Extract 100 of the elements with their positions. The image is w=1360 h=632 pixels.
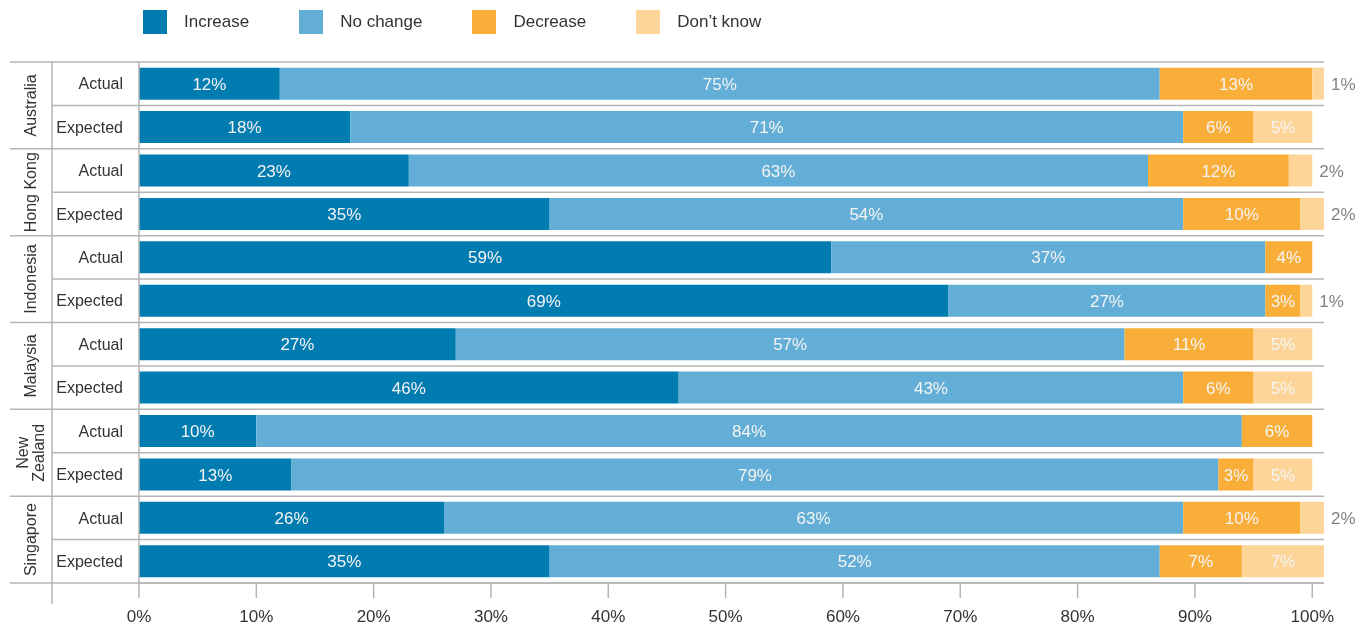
bar bbox=[1300, 284, 1313, 317]
y-tick-label: Expected bbox=[56, 552, 123, 570]
bar bbox=[1183, 197, 1301, 230]
bar bbox=[139, 241, 832, 274]
legend-label: No change bbox=[340, 12, 423, 32]
bar bbox=[1148, 154, 1289, 187]
x-tick-label: 70% bbox=[943, 607, 978, 627]
bar bbox=[1124, 328, 1254, 361]
x-tick-label: 40% bbox=[591, 607, 626, 627]
data-label: 5% bbox=[1270, 118, 1296, 138]
data-label: 75% bbox=[702, 74, 737, 94]
legend-label: Don’t know bbox=[677, 12, 762, 32]
y-tick-label: Actual bbox=[78, 509, 123, 527]
bar bbox=[350, 111, 1184, 144]
y-tick-label: Actual bbox=[78, 162, 123, 180]
data-label: 79% bbox=[737, 465, 772, 485]
data-label: 3% bbox=[1223, 465, 1249, 485]
x-tick-label: 10% bbox=[239, 607, 274, 627]
bar bbox=[948, 284, 1266, 317]
x-tick-label: 20% bbox=[356, 607, 391, 627]
bar bbox=[139, 154, 409, 187]
legend-label: Increase bbox=[184, 12, 250, 32]
bar bbox=[139, 197, 550, 230]
text: Australia bbox=[21, 74, 39, 137]
data-label: 2% bbox=[1331, 508, 1356, 528]
text: New Zealand bbox=[13, 423, 47, 482]
data-label: 23% bbox=[256, 161, 291, 181]
data-label: 10% bbox=[1224, 205, 1259, 225]
y-tick-label: Actual bbox=[78, 422, 123, 440]
data-label: 84% bbox=[732, 422, 767, 442]
text: Singapore bbox=[21, 503, 39, 577]
bar bbox=[1300, 501, 1324, 534]
data-label: 7% bbox=[1270, 552, 1296, 572]
bar bbox=[1288, 154, 1313, 187]
bar bbox=[1253, 458, 1313, 491]
bar bbox=[279, 67, 1160, 100]
data-label: 35% bbox=[327, 552, 362, 572]
data-label: 63% bbox=[796, 508, 831, 528]
bar bbox=[139, 284, 949, 317]
bar bbox=[549, 197, 1184, 230]
bar bbox=[408, 154, 1149, 187]
bar bbox=[139, 501, 445, 534]
data-label: 2% bbox=[1319, 161, 1344, 181]
text: Indonesia bbox=[21, 244, 39, 314]
data-label: 27% bbox=[280, 335, 315, 355]
bar bbox=[1159, 545, 1242, 578]
data-label: 10% bbox=[1224, 508, 1259, 528]
data-label: 4% bbox=[1276, 248, 1302, 268]
y-tick-label: Actual bbox=[78, 249, 123, 267]
y-tick-label: Expected bbox=[56, 292, 123, 310]
data-label: 63% bbox=[761, 161, 796, 181]
bar bbox=[291, 458, 1219, 491]
legend-label: Decrease bbox=[513, 12, 587, 32]
data-label: 5% bbox=[1270, 465, 1296, 485]
y-tick-label: Expected bbox=[56, 205, 123, 223]
data-label: 12% bbox=[192, 74, 227, 94]
data-label: 2% bbox=[1331, 205, 1356, 225]
x-tick-label: 50% bbox=[708, 607, 743, 627]
bar bbox=[444, 501, 1184, 534]
bar bbox=[1253, 371, 1313, 404]
y-tick-label: Actual bbox=[78, 75, 123, 93]
bar bbox=[455, 328, 1125, 361]
x-tick-label: 0% bbox=[126, 607, 152, 627]
x-tick-label: 30% bbox=[473, 607, 508, 627]
bar bbox=[549, 545, 1160, 578]
data-label: 46% bbox=[391, 378, 426, 398]
bar bbox=[139, 371, 679, 404]
bar bbox=[139, 67, 280, 100]
data-label: 13% bbox=[1218, 74, 1254, 94]
bar bbox=[256, 414, 1242, 447]
bar bbox=[139, 545, 550, 578]
y-tick-label: Expected bbox=[56, 118, 123, 136]
data-label: 59% bbox=[468, 248, 503, 268]
bar bbox=[1312, 67, 1324, 100]
data-label: 27% bbox=[1089, 291, 1124, 311]
bar bbox=[139, 328, 456, 361]
bar bbox=[1300, 197, 1324, 230]
data-label: 43% bbox=[913, 378, 948, 398]
data-label: 57% bbox=[773, 335, 808, 355]
x-tick-label: 100% bbox=[1290, 607, 1335, 627]
data-label: 71% bbox=[749, 118, 784, 138]
text: Hong Kong bbox=[21, 152, 39, 233]
data-label: 1% bbox=[1319, 291, 1344, 311]
bar bbox=[139, 458, 292, 491]
data-label: 10% bbox=[180, 422, 215, 442]
data-label: 52% bbox=[837, 552, 872, 572]
bar bbox=[1253, 328, 1313, 361]
bar bbox=[1183, 111, 1254, 144]
data-label: 7% bbox=[1188, 552, 1214, 572]
data-label: 6% bbox=[1264, 422, 1290, 442]
data-label: 26% bbox=[274, 508, 309, 528]
bar bbox=[1183, 501, 1301, 534]
data-label: 12% bbox=[1201, 161, 1236, 181]
data-label: 6% bbox=[1206, 118, 1231, 138]
x-tick-label: 60% bbox=[825, 607, 860, 627]
bar bbox=[1159, 67, 1313, 100]
data-label: 3% bbox=[1270, 291, 1296, 311]
x-tick-label: 90% bbox=[1177, 607, 1212, 627]
bar bbox=[139, 111, 351, 144]
bar bbox=[678, 371, 1184, 404]
